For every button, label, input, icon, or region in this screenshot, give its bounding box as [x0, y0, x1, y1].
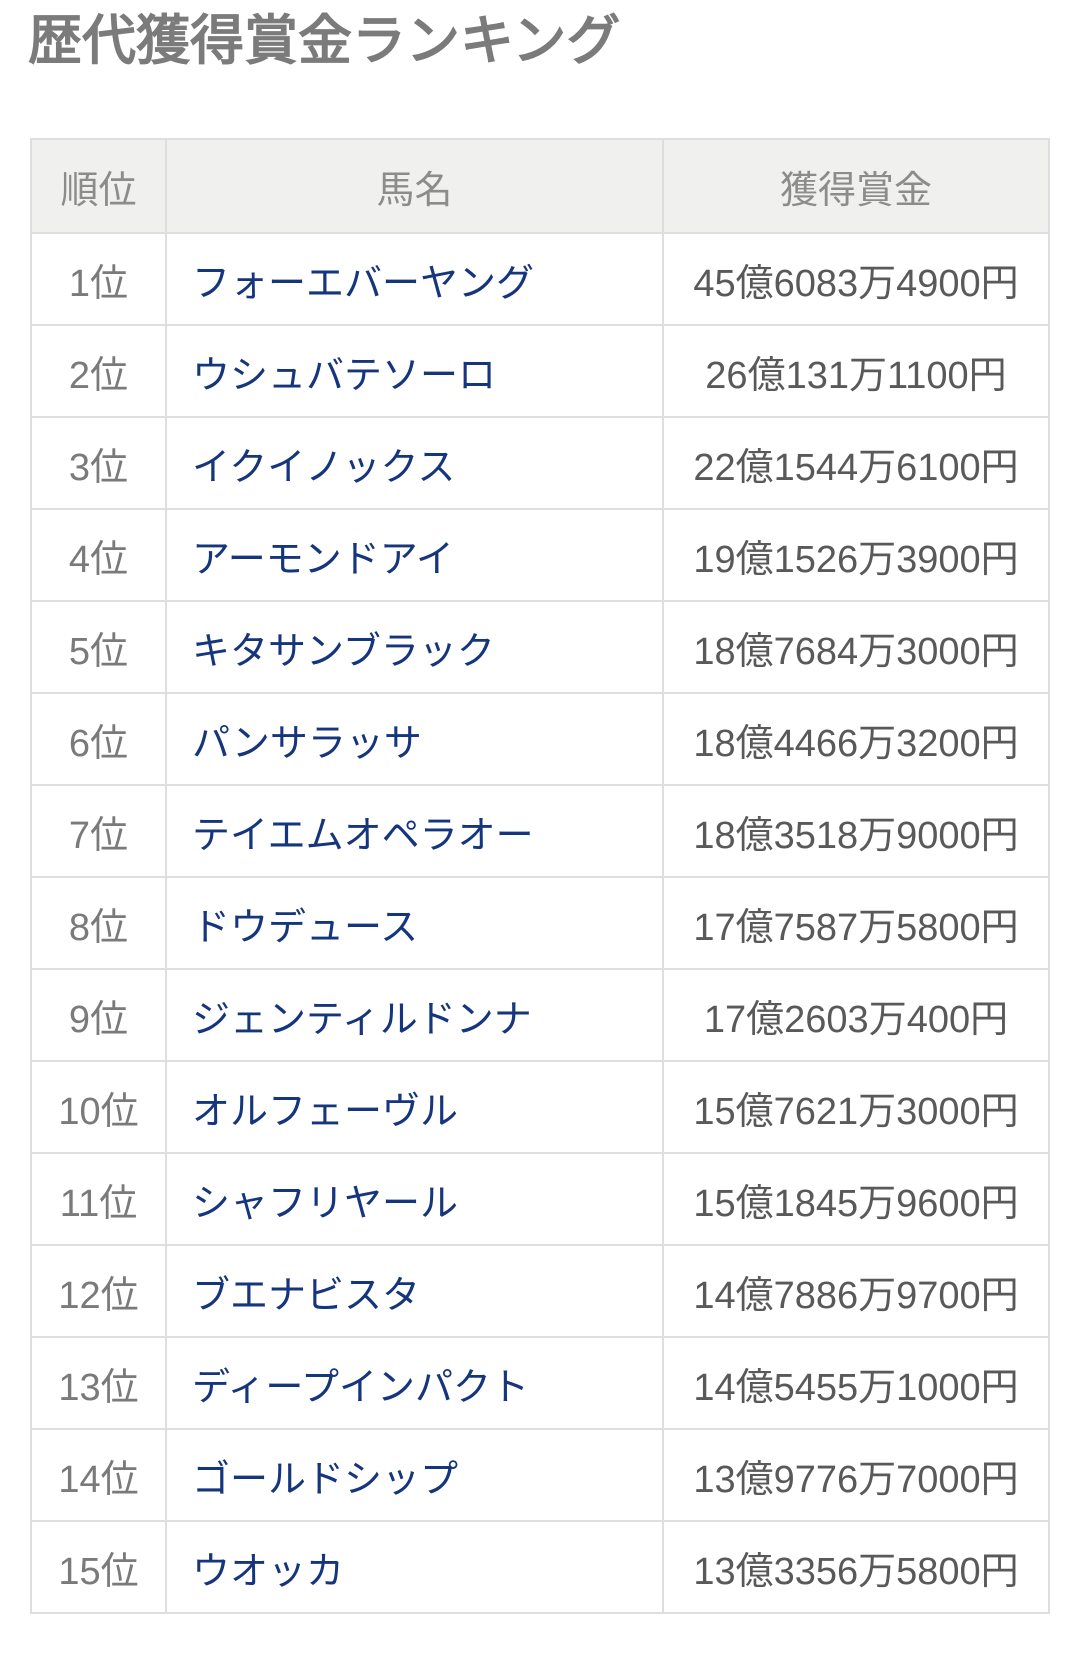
horse-name-link[interactable]: シャフリヤール: [192, 1182, 459, 1225]
table-row: 2位 ウシュバテソーロ 26億131万1100円: [30, 324, 1050, 419]
horse-name-cell: ディープインパクト: [165, 1336, 664, 1431]
prize-cell: 18億3518万9000円: [662, 784, 1050, 879]
rank-cell: 1位: [30, 232, 167, 327]
table-row: 15位 ウオッカ 13億3356万5800円: [30, 1520, 1050, 1615]
horse-name-cell: シャフリヤール: [165, 1152, 664, 1247]
rank-cell: 5位: [30, 600, 167, 695]
page-title: 歴代獲得賞金ランキング: [28, 11, 621, 71]
rank-cell: 14位: [30, 1428, 167, 1523]
table-row: 10位 オルフェーヴル 15億7621万3000円: [30, 1060, 1050, 1155]
column-header-rank: 順位: [30, 138, 167, 235]
prize-ranking-table: 順位 馬名 獲得賞金 1位 フォーエバーヤング 45億6083万4900円 2位…: [30, 138, 1050, 1615]
table-row: 5位 キタサンブラック 18億7684万3000円: [30, 600, 1050, 695]
horse-name-link[interactable]: アーモンドアイ: [192, 538, 454, 581]
table-row: 4位 アーモンドアイ 19億1526万3900円: [30, 508, 1050, 603]
horse-name-cell: ウオッカ: [165, 1520, 664, 1615]
rank-cell: 8位: [30, 876, 167, 971]
prize-cell: 17億2603万400円: [662, 968, 1050, 1063]
horse-name-link[interactable]: ウシュバテソーロ: [192, 354, 497, 397]
horse-name-link[interactable]: ディープインパクト: [192, 1366, 530, 1409]
prize-cell: 13億3356万5800円: [662, 1520, 1050, 1615]
horse-name-cell: パンサラッサ: [165, 692, 664, 787]
prize-cell: 26億131万1100円: [662, 324, 1050, 419]
rank-cell: 15位: [30, 1520, 167, 1615]
horse-name-cell: ゴールドシップ: [165, 1428, 664, 1523]
prize-cell: 15億7621万3000円: [662, 1060, 1050, 1155]
prize-cell: 22億1544万6100円: [662, 416, 1050, 511]
horse-name-cell: イクイノックス: [165, 416, 664, 511]
column-header-prize-money: 獲得賞金: [662, 138, 1050, 235]
prize-cell: 45億6083万4900円: [662, 232, 1050, 327]
horse-name-link[interactable]: キタサンブラック: [192, 630, 495, 673]
horse-name-cell: アーモンドアイ: [165, 508, 664, 603]
rank-cell: 3位: [30, 416, 167, 511]
horse-name-link[interactable]: ブエナビスタ: [192, 1274, 421, 1317]
table-row: 9位 ジェンティルドンナ 17億2603万400円: [30, 968, 1050, 1063]
horse-name-link[interactable]: オルフェーヴル: [192, 1090, 459, 1133]
table-header-row: 順位 馬名 獲得賞金: [30, 138, 1050, 235]
rank-cell: 10位: [30, 1060, 167, 1155]
table-body: 1位 フォーエバーヤング 45億6083万4900円 2位 ウシュバテソーロ 2…: [30, 232, 1050, 1615]
horse-name-cell: ドウデュース: [165, 876, 664, 971]
prize-cell: 15億1845万9600円: [662, 1152, 1050, 1247]
horse-name-link[interactable]: ゴールドシップ: [192, 1458, 459, 1501]
table-row: 1位 フォーエバーヤング 45億6083万4900円: [30, 232, 1050, 327]
table-row: 12位 ブエナビスタ 14億7886万9700円: [30, 1244, 1050, 1339]
prize-cell: 18億4466万3200円: [662, 692, 1050, 787]
horse-name-cell: フォーエバーヤング: [165, 232, 664, 327]
horse-name-link[interactable]: ドウデュース: [192, 906, 419, 949]
prize-cell: 13億9776万7000円: [662, 1428, 1050, 1523]
table-row: 14位 ゴールドシップ 13億9776万7000円: [30, 1428, 1050, 1523]
prize-cell: 18億7684万3000円: [662, 600, 1050, 695]
prize-cell: 14億7886万9700円: [662, 1244, 1050, 1339]
horse-name-cell: ブエナビスタ: [165, 1244, 664, 1339]
table-row: 3位 イクイノックス 22億1544万6100円: [30, 416, 1050, 511]
horse-name-link[interactable]: テイエムオペラオー: [192, 814, 534, 857]
rank-cell: 11位: [30, 1152, 167, 1247]
rank-cell: 12位: [30, 1244, 167, 1339]
table-row: 13位 ディープインパクト 14億5455万1000円: [30, 1336, 1050, 1431]
prize-cell: 19億1526万3900円: [662, 508, 1050, 603]
horse-name-cell: テイエムオペラオー: [165, 784, 664, 879]
rank-cell: 13位: [30, 1336, 167, 1431]
rank-cell: 9位: [30, 968, 167, 1063]
horse-name-link[interactable]: フォーエバーヤング: [192, 262, 535, 305]
prize-cell: 14億5455万1000円: [662, 1336, 1050, 1431]
table-row: 8位 ドウデュース 17億7587万5800円: [30, 876, 1050, 971]
table-row: 6位 パンサラッサ 18億4466万3200円: [30, 692, 1050, 787]
horse-name-cell: オルフェーヴル: [165, 1060, 664, 1155]
rank-cell: 2位: [30, 324, 167, 419]
horse-name-link[interactable]: ウオッカ: [192, 1550, 345, 1593]
rank-cell: 4位: [30, 508, 167, 603]
table-row: 11位 シャフリヤール 15億1845万9600円: [30, 1152, 1050, 1247]
column-header-horse-name: 馬名: [165, 138, 664, 235]
table-row: 7位 テイエムオペラオー 18億3518万9000円: [30, 784, 1050, 879]
horse-name-link[interactable]: パンサラッサ: [192, 722, 422, 765]
horse-name-link[interactable]: イクイノックス: [192, 446, 456, 489]
horse-name-cell: キタサンブラック: [165, 600, 664, 695]
rank-cell: 7位: [30, 784, 167, 879]
horse-name-cell: ジェンティルドンナ: [165, 968, 664, 1063]
rank-cell: 6位: [30, 692, 167, 787]
horse-name-link[interactable]: ジェンティルドンナ: [192, 998, 532, 1041]
prize-cell: 17億7587万5800円: [662, 876, 1050, 971]
horse-name-cell: ウシュバテソーロ: [165, 324, 664, 419]
